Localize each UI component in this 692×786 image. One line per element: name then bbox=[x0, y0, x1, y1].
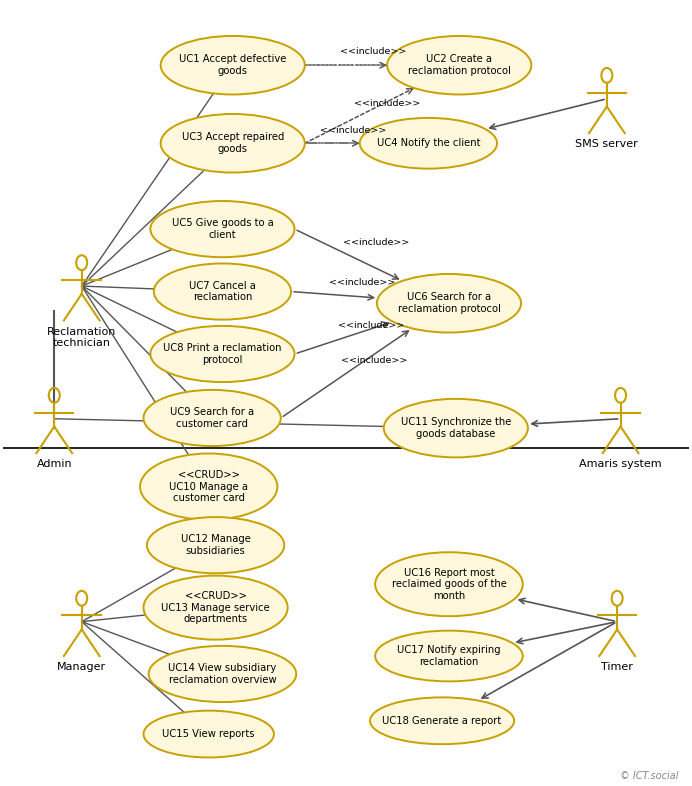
Ellipse shape bbox=[388, 36, 531, 94]
Text: UC12 Manage
subsidiaries: UC12 Manage subsidiaries bbox=[181, 534, 251, 556]
Text: UC15 View reports: UC15 View reports bbox=[163, 729, 255, 739]
Ellipse shape bbox=[370, 697, 514, 744]
Text: UC14 View subsidiary
reclamation overview: UC14 View subsidiary reclamation overvie… bbox=[168, 663, 277, 685]
Text: Amaris system: Amaris system bbox=[579, 459, 662, 469]
Text: UC4 Notify the client: UC4 Notify the client bbox=[376, 138, 480, 149]
Text: Timer: Timer bbox=[601, 663, 633, 672]
Ellipse shape bbox=[143, 711, 274, 758]
Text: SMS server: SMS server bbox=[576, 139, 638, 149]
Text: <<include>>: <<include>> bbox=[354, 99, 420, 108]
Text: UC5 Give goods to a
client: UC5 Give goods to a client bbox=[172, 219, 273, 240]
Text: UC1 Accept defective
goods: UC1 Accept defective goods bbox=[179, 54, 286, 76]
Text: <<include>>: <<include>> bbox=[329, 278, 395, 287]
Ellipse shape bbox=[375, 553, 522, 616]
Ellipse shape bbox=[149, 646, 296, 702]
Ellipse shape bbox=[154, 263, 291, 320]
Text: <<include>>: <<include>> bbox=[320, 127, 386, 135]
Text: <<CRUD>>
UC13 Manage service
departments: <<CRUD>> UC13 Manage service departments bbox=[161, 591, 270, 624]
Ellipse shape bbox=[143, 575, 288, 640]
Ellipse shape bbox=[161, 36, 304, 94]
Text: <<include>>: <<include>> bbox=[338, 321, 404, 330]
Text: UC3 Accept repaired
goods: UC3 Accept repaired goods bbox=[181, 133, 284, 154]
Ellipse shape bbox=[377, 274, 521, 332]
Ellipse shape bbox=[384, 399, 528, 457]
Text: Reclamation
technician: Reclamation technician bbox=[47, 327, 116, 348]
Text: Manager: Manager bbox=[57, 663, 107, 672]
Text: <<include>>: <<include>> bbox=[340, 47, 407, 56]
Text: UC9 Search for a
customer card: UC9 Search for a customer card bbox=[170, 407, 254, 429]
Text: © ICT.social: © ICT.social bbox=[621, 771, 679, 780]
Ellipse shape bbox=[161, 114, 304, 172]
Text: UC7 Cancel a
reclamation: UC7 Cancel a reclamation bbox=[189, 281, 256, 303]
Text: UC17 Notify expiring
reclamation: UC17 Notify expiring reclamation bbox=[397, 645, 501, 667]
Text: UC11 Synchronize the
goods database: UC11 Synchronize the goods database bbox=[401, 417, 511, 439]
Text: UC6 Search for a
reclamation protocol: UC6 Search for a reclamation protocol bbox=[397, 292, 500, 314]
Ellipse shape bbox=[140, 454, 277, 520]
Text: UC18 Generate a report: UC18 Generate a report bbox=[383, 716, 502, 725]
Ellipse shape bbox=[143, 390, 281, 446]
Ellipse shape bbox=[147, 517, 284, 573]
Text: <<CRUD>>
UC10 Manage a
customer card: <<CRUD>> UC10 Manage a customer card bbox=[170, 470, 248, 503]
Text: UC16 Report most
reclaimed goods of the
month: UC16 Report most reclaimed goods of the … bbox=[392, 567, 507, 601]
Ellipse shape bbox=[375, 630, 522, 681]
Text: UC2 Create a
reclamation protocol: UC2 Create a reclamation protocol bbox=[408, 54, 511, 76]
Ellipse shape bbox=[150, 201, 295, 257]
Text: <<include>>: <<include>> bbox=[343, 238, 409, 248]
Text: UC8 Print a reclamation
protocol: UC8 Print a reclamation protocol bbox=[163, 343, 282, 365]
Ellipse shape bbox=[360, 118, 497, 169]
Text: Admin: Admin bbox=[37, 459, 72, 469]
Text: <<include>>: <<include>> bbox=[340, 356, 407, 365]
Ellipse shape bbox=[150, 326, 295, 382]
